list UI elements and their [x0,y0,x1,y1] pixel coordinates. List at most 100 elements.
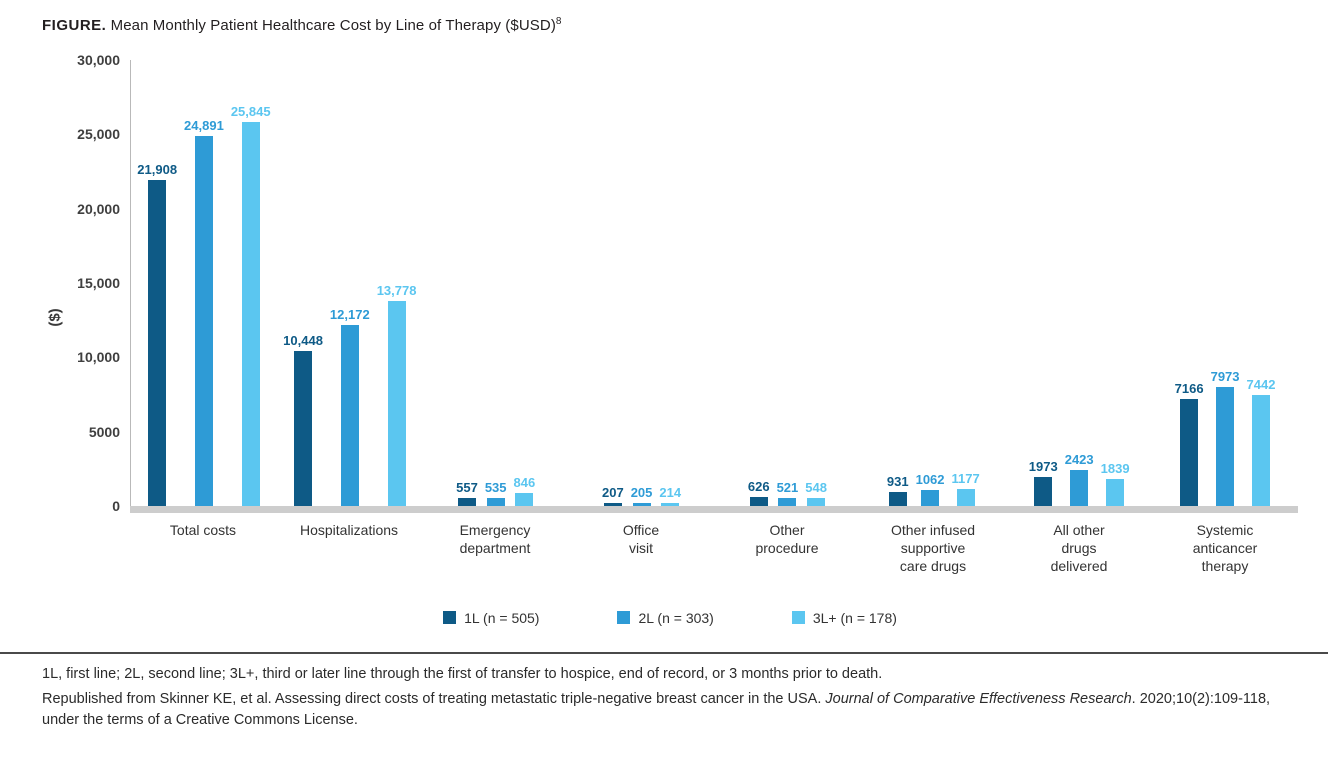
bar-2l-office-visit [632,503,651,506]
bar-unit: 521 [776,480,799,506]
bar-value-label: 207 [602,485,624,500]
bar-unit: 931 [887,474,909,506]
bar-unit: 2423 [1065,452,1094,506]
bar-value-label: 846 [513,475,536,490]
bar-unit: 7166 [1175,381,1204,506]
bar-value-label: 214 [659,485,682,500]
bar-value-label: 7166 [1174,381,1204,396]
bar-unit: 10,448 [283,333,323,506]
bar-value-label: 10,448 [283,333,323,348]
figure-title-text: Mean Monthly Patient Healthcare Cost by … [106,17,556,34]
bar-1l-total-costs [148,180,167,506]
figure-label: FIGURE. [42,17,107,34]
bar-unit: 548 [805,480,827,506]
bar-unit: 21,908 [137,162,177,506]
bar-value-label: 2423 [1064,452,1094,467]
legend-item-2l: 2L (n = 303) [617,609,714,626]
footnotes: 1L, first line; 2L, second line; 3L+, th… [42,654,1298,731]
legend-label: 3L+ (n = 178) [812,609,897,626]
x-category-label: Hospitalizations [299,522,399,538]
y-tick-label: 0 [112,498,120,514]
bar-chart: ($) 0 5000 10,000 15,000 20,000 25,000 30,000 … [42,52,1298,576]
footnote-abbreviations: 1L, first line; 2L, second line; 3L+, th… [42,665,883,682]
bar-value-label: 1973 [1028,459,1058,474]
bar-group-office-visit: 207 205 214 [569,485,715,506]
bar-unit: 214 [659,485,681,506]
bar-unit: 24,891 [184,118,224,506]
x-axis-baseline [130,506,1298,513]
citation-journal: Journal of Comparative Effectiveness Res… [825,690,1132,707]
y-tick-label: 30,000 [77,52,120,68]
bar-3l-other-infused-supportive-care-drugs [956,489,975,506]
bar-2l-total-costs [194,136,213,506]
x-category-label: Total costs [169,522,237,538]
bar-3l-emergency-department [515,493,534,506]
bar-group-systemic-anticancer-therapy: 7166 7973 7442 [1152,369,1298,506]
bar-value-label: 7442 [1246,377,1276,392]
figure-title: FIGURE. Mean Monthly Patient Healthcare … [42,16,1298,34]
bar-1l-hospitalizations [294,351,313,506]
bar-value-label: 548 [805,480,827,495]
bar-unit: 626 [748,479,770,506]
bar-unit: 1839 [1101,461,1130,506]
bar-unit: 1062 [916,472,945,506]
bar-unit: 846 [513,475,536,506]
y-tick-label: 25,000 [77,126,120,143]
bar-1l-emergency-department [457,498,476,506]
bar-value-label: 7973 [1210,369,1240,384]
y-tick-label: 20,000 [77,200,120,217]
x-category-label: Office visit [622,522,660,557]
bar-group-hospitalizations: 10,448 12,172 13,778 [277,283,423,506]
bar-unit: 1973 [1029,459,1058,506]
bar-group-emergency-department: 557 535 846 [423,475,569,506]
bar-3l-office-visit [661,503,680,506]
citation-pre: Republished from Skinner KE, et al. Asse… [42,690,826,707]
legend-label: 1L (n = 505) [464,609,540,626]
bar-value-label: 626 [747,479,770,494]
bar-2l-all-other-drugs-delivered [1070,470,1089,506]
bar-group-all-other-drugs-delivered: 1973 2423 1839 [1006,452,1152,506]
bar-value-label: 521 [776,480,799,495]
y-tick-label: 5000 [88,423,120,440]
y-axis-title: ($) [46,308,64,327]
x-category-label: Systemic anticancer therapy [1192,522,1258,575]
bar-group-total-costs: 21,908 24,891 25,845 [131,104,277,506]
legend-swatch [791,611,805,625]
bar-unit: 12,172 [330,307,370,506]
bar-unit: 13,778 [377,283,416,506]
bar-2l-other-infused-supportive-care-drugs [921,490,940,506]
bar-value-label: 24,891 [184,118,224,133]
bar-unit: 7442 [1246,377,1276,506]
figure-page: FIGURE. Mean Monthly Patient Healthcare … [0,16,1328,731]
bar-unit: 557 [456,480,478,506]
x-category-label: Emergency department [459,522,531,557]
figure-title-superscript: 8 [555,16,562,27]
bar-1l-other-infused-supportive-care-drugs [888,492,907,506]
bar-3l-other-procedure [807,498,826,506]
footnote-divider [0,651,1328,654]
legend-swatch [443,611,457,625]
bar-unit: 207 [602,485,624,506]
bar-3l-total-costs [241,122,260,506]
x-category-label: Other infused supportive care drugs [890,522,976,575]
bar-2l-hospitalizations [340,325,359,506]
bar-value-label: 205 [630,485,653,500]
x-category-label: All other drugs delivered [1050,522,1108,575]
bar-value-label: 21,908 [137,162,178,177]
x-axis-labels: Total costs Hospitalizations Emergency dep… [130,521,1298,576]
bar-3l-systemic-anticancer-therapy [1251,395,1270,506]
bar-3l-all-other-drugs-delivered [1106,479,1125,506]
bar-1l-all-other-drugs-delivered [1034,477,1053,506]
bar-group-other-infused-supportive-care-drugs: 931 1062 1177 [860,471,1006,506]
bar-value-label: 1062 [915,472,945,487]
bar-unit: 7973 [1211,369,1240,506]
bar-value-label: 25,845 [230,104,271,119]
bar-2l-emergency-department [486,498,505,506]
legend-item-3l: 3L+ (n = 178) [791,609,897,626]
bar-value-label: 557 [456,480,478,495]
legend-swatch [617,611,631,625]
citation-post: . 2020;10(2):109-118, under the terms of… [42,690,1271,728]
legend-label: 2L (n = 303) [638,609,714,626]
bar-unit: 1177 [952,471,980,506]
bar-unit: 535 [485,480,507,506]
